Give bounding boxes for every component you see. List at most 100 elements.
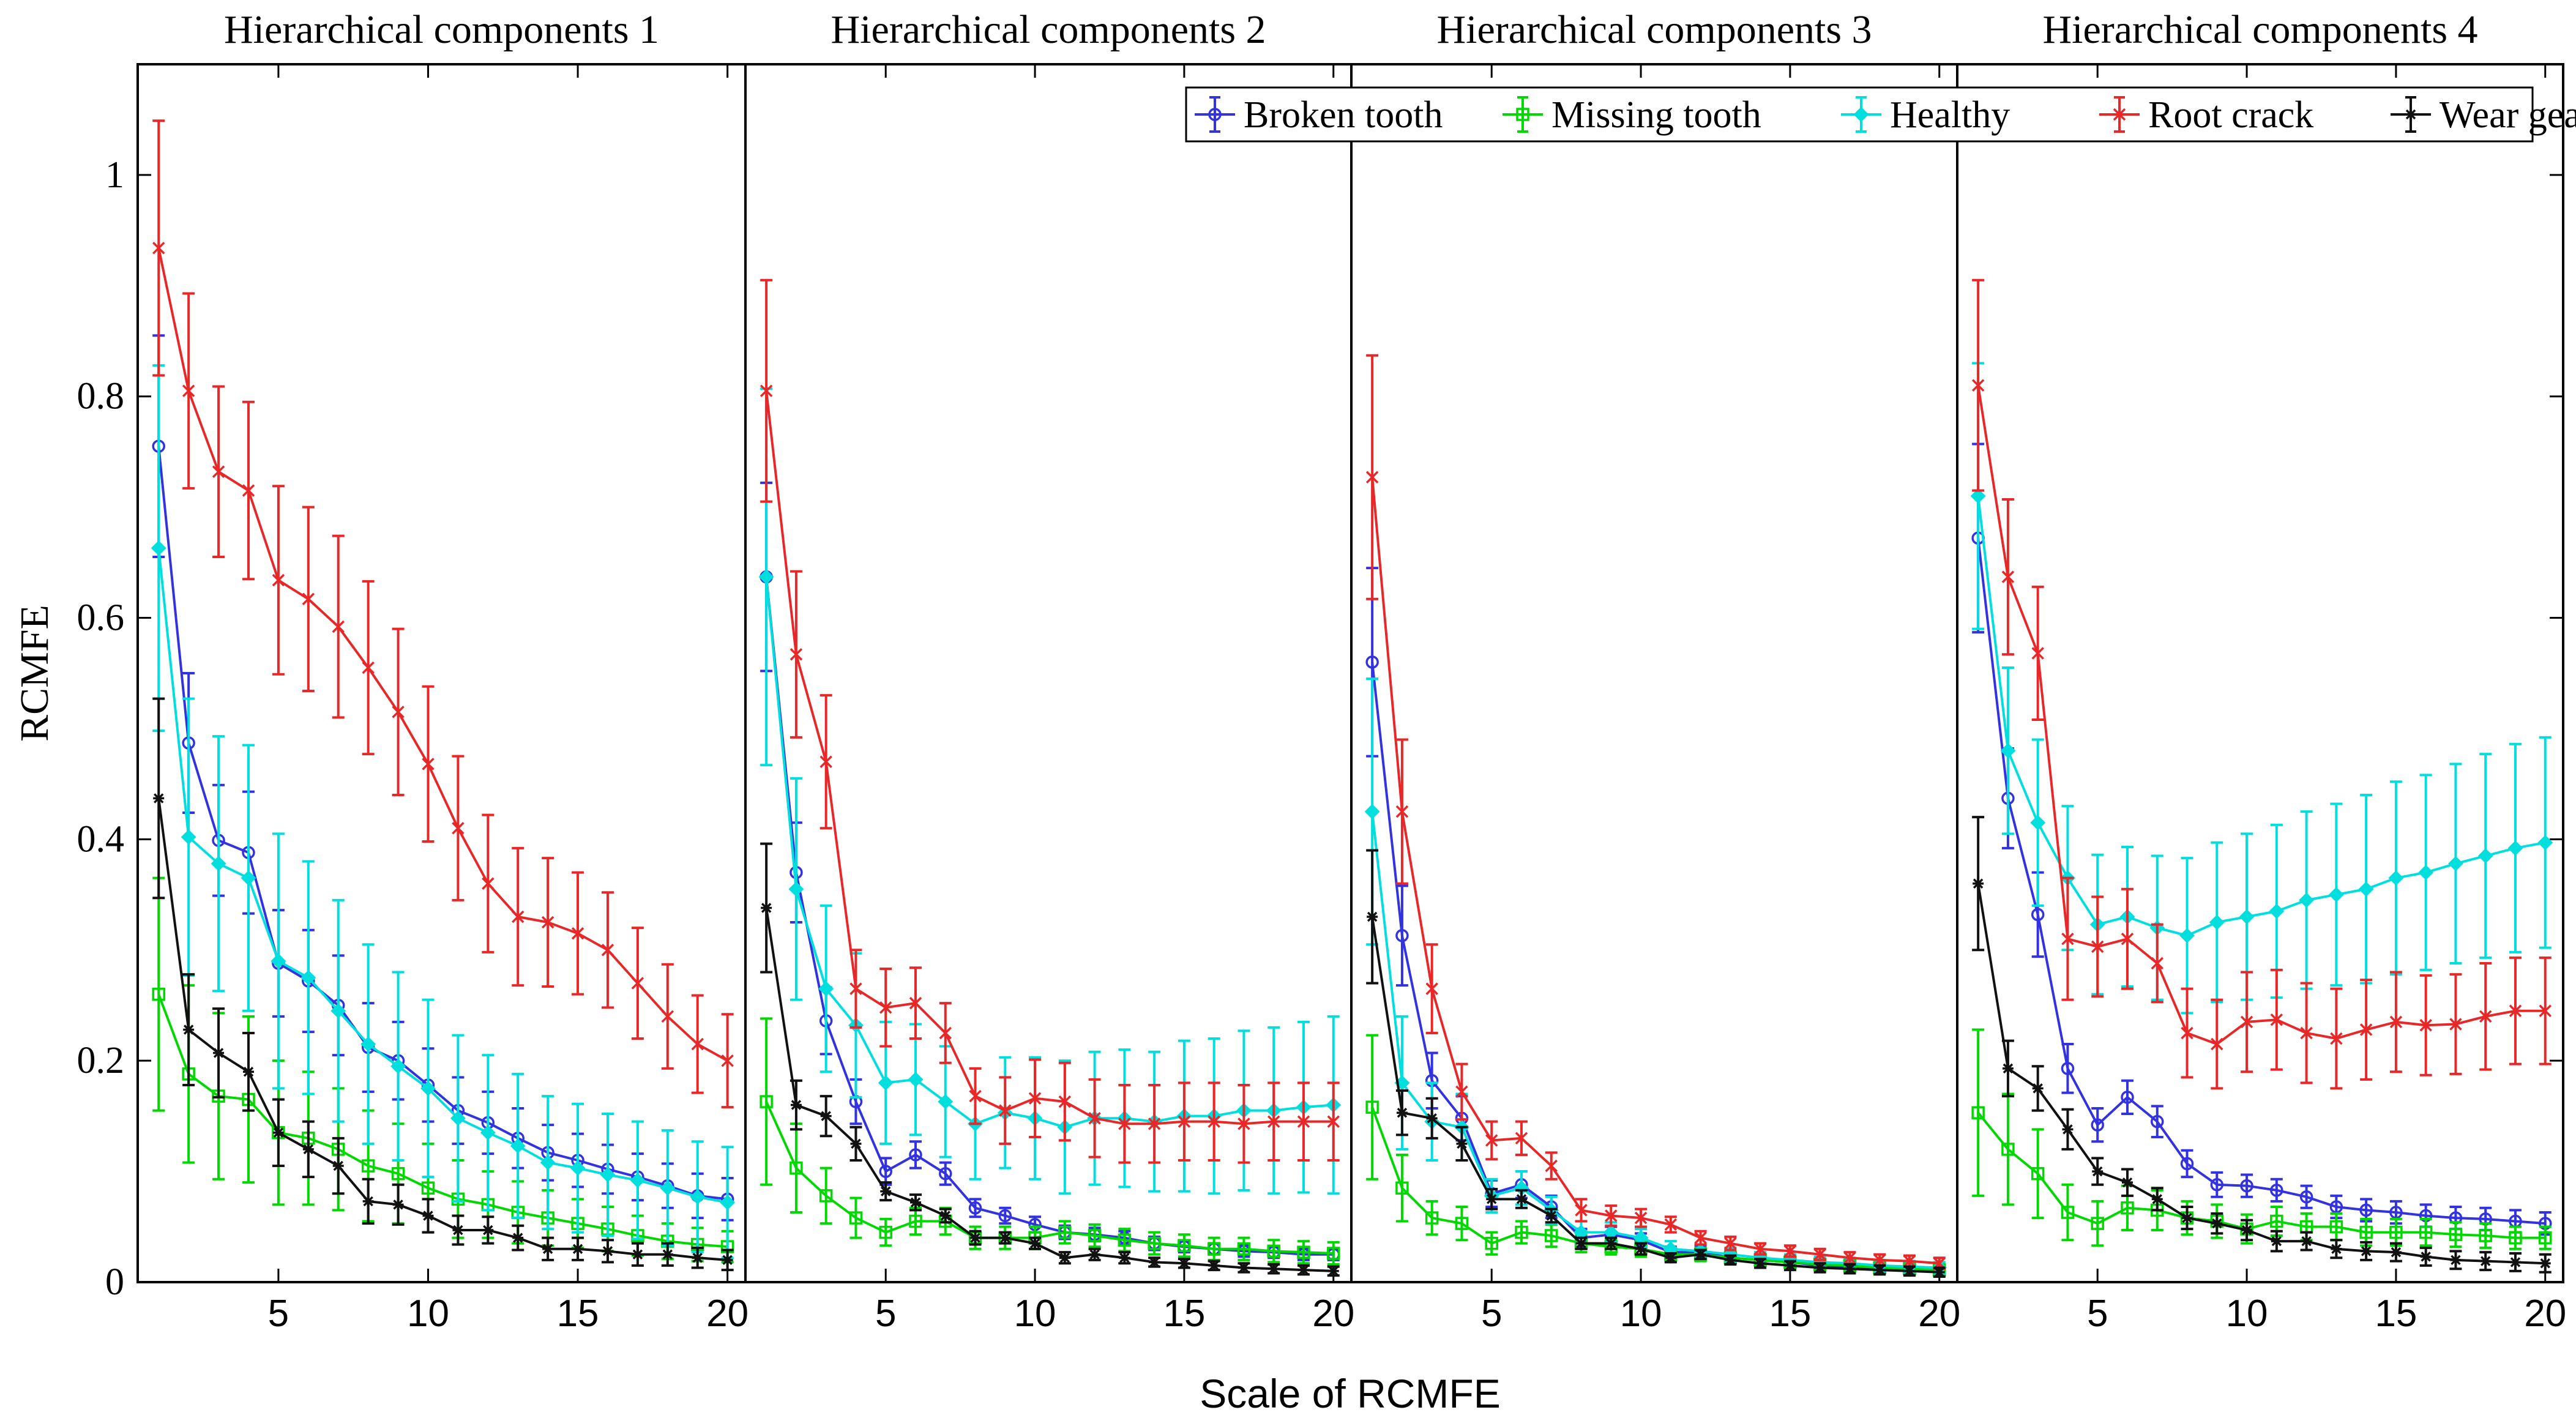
point [2240, 1015, 2253, 1029]
point [1058, 1225, 1072, 1239]
point [1724, 1237, 1737, 1250]
point [1545, 1159, 1558, 1173]
panel-title: Hierarchical components 1 [224, 7, 659, 52]
point [332, 620, 345, 633]
point [2001, 570, 2015, 583]
point [1485, 1236, 1498, 1250]
point [2420, 1251, 2432, 1263]
x-tick-label-20: 20 [2524, 1293, 2566, 1335]
series-root-crack [152, 119, 734, 1109]
point [1755, 1258, 1766, 1269]
point [212, 465, 225, 478]
point [2419, 1019, 2432, 1032]
legend-label: Root crack [2148, 94, 2313, 136]
point [788, 881, 804, 897]
point [850, 1138, 862, 1149]
point [2449, 1228, 2463, 1241]
point [969, 1232, 981, 1244]
point [271, 953, 286, 969]
point [1326, 1247, 1340, 1260]
point [820, 1110, 832, 1122]
point [153, 793, 165, 804]
point [1575, 1204, 1588, 1217]
point [600, 1167, 616, 1182]
point [2300, 1026, 2313, 1040]
point [1784, 1259, 1796, 1271]
point [2507, 840, 2523, 856]
point [2062, 1124, 2074, 1135]
point [1725, 1254, 1736, 1266]
point [2509, 1004, 2522, 1018]
point [2299, 892, 2315, 908]
point [390, 1058, 406, 1074]
point [2211, 1037, 2223, 1051]
point [2241, 1224, 2253, 1236]
series-line [1977, 385, 2545, 1046]
point [302, 592, 315, 606]
series-broken-tooth [152, 334, 734, 1222]
point [2479, 1010, 2492, 1023]
point [2448, 856, 2463, 871]
panel-title: Hierarchical components 3 [1436, 7, 1872, 52]
point [2061, 932, 2074, 946]
point [819, 1189, 833, 1203]
point [849, 1211, 863, 1225]
x-tick-label-10: 10 [2226, 1293, 2268, 1335]
point [1971, 1106, 1985, 1119]
series-root-crack [1971, 278, 2552, 1090]
point [392, 1199, 404, 1211]
point [1903, 1265, 1915, 1277]
point [2121, 932, 2134, 946]
point [691, 1037, 704, 1051]
point [760, 384, 773, 397]
point [572, 1243, 584, 1255]
x-tick-label-10: 10 [1620, 1293, 1662, 1335]
point [1515, 1132, 1528, 1145]
point [999, 1104, 1012, 1117]
point [360, 1036, 376, 1052]
point [1545, 1210, 1557, 1222]
point [571, 927, 584, 940]
point [2031, 908, 2045, 922]
point [1813, 1248, 1826, 1261]
point [1148, 1236, 1161, 1250]
point [1207, 1242, 1221, 1256]
point [1973, 878, 1984, 889]
point [1695, 1248, 1706, 1260]
x-tick-label-20: 20 [1312, 1293, 1354, 1335]
point [1426, 1113, 1438, 1124]
point [2240, 1179, 2253, 1193]
point [2509, 1256, 2521, 1268]
point [2181, 1026, 2193, 1040]
point [1118, 1233, 1132, 1247]
x-tick-label-10: 10 [1014, 1293, 1056, 1335]
point [938, 1094, 954, 1110]
point [2389, 1225, 2403, 1239]
point [1365, 471, 1379, 484]
point [1088, 1112, 1101, 1125]
point [272, 1127, 284, 1138]
panel-title: Hierarchical components 2 [831, 7, 1266, 52]
legend-label: Broken tooth [1244, 94, 1443, 136]
point [512, 1232, 524, 1244]
point [1208, 1259, 1220, 1271]
point [1485, 1134, 1498, 1147]
point [969, 1089, 982, 1103]
point [1029, 1237, 1041, 1249]
panel-1: Hierarchical components 1 5 10 15 20 [151, 7, 749, 1335]
point [1455, 1085, 1468, 1099]
point [1843, 1251, 1856, 1264]
point [2331, 1243, 2342, 1255]
legend-label: Wear gear [2440, 94, 2576, 136]
point [2299, 1190, 2313, 1204]
point [302, 1143, 314, 1155]
series-healthy [151, 364, 736, 1259]
point [1635, 1243, 1647, 1255]
series-line [765, 390, 1334, 1125]
point [2092, 1166, 2104, 1177]
panel-4: Hierarchical components 4 5 10 15 20 [1970, 7, 2566, 1335]
point [1395, 1181, 1409, 1195]
series-line [157, 798, 728, 1261]
point [909, 1196, 921, 1208]
series-wear-gear [1366, 849, 1946, 1278]
